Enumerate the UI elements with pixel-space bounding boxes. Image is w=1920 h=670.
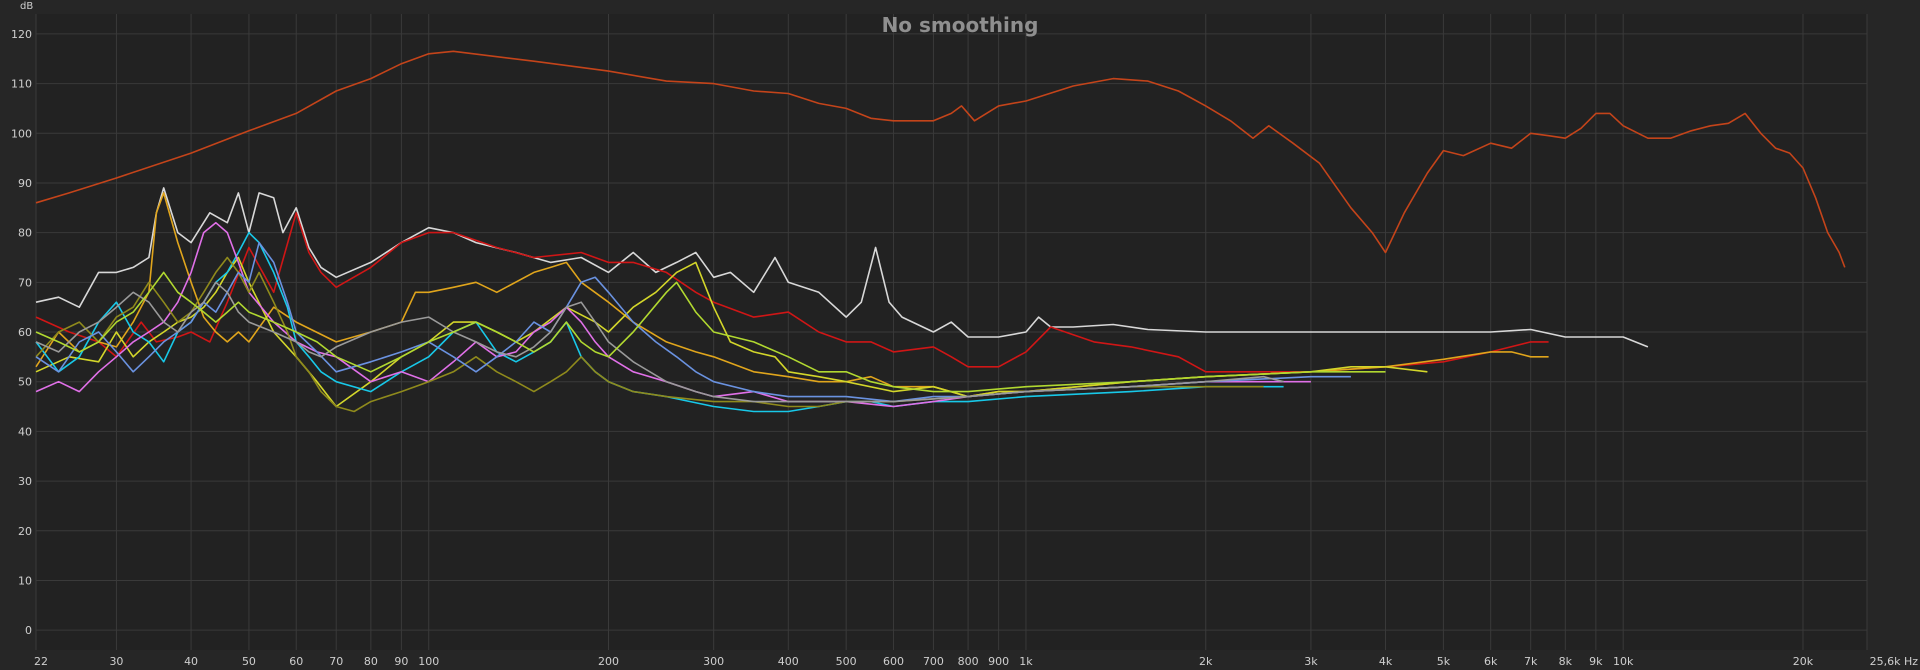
x-tick-label: 80 — [364, 655, 378, 668]
y-tick-label: 20 — [18, 525, 32, 538]
x-tick-label: 500 — [836, 655, 857, 668]
series-line-11 — [35, 271, 1386, 393]
x-tick-label: 900 — [988, 655, 1009, 668]
y-tick-label: 90 — [18, 177, 32, 190]
x-tick-label: 3k — [1304, 655, 1318, 668]
series-line-10 — [35, 281, 1284, 403]
y-tick-label: 110 — [11, 78, 32, 91]
x-tick-label: 1k — [1019, 655, 1033, 668]
x-tick-label: 70 — [329, 655, 343, 668]
x-tick-label: 700 — [923, 655, 944, 668]
series-line-9 — [35, 241, 1351, 403]
series-lines — [35, 50, 1846, 413]
x-tick-label: 90 — [394, 655, 408, 668]
y-axis-unit: dB — [20, 1, 33, 12]
x-tick-label: 22 — [34, 655, 48, 668]
x-tick-label: 400 — [778, 655, 799, 668]
chart-title: No smoothing — [882, 13, 1039, 37]
series-line-8 — [35, 256, 1264, 413]
y-tick-label: 120 — [11, 28, 32, 41]
x-tick-label: 8k — [1559, 655, 1573, 668]
x-tick-label: 9k — [1589, 655, 1603, 668]
series-line-7 — [35, 221, 1311, 408]
y-tick-label: 70 — [18, 276, 32, 289]
x-tick-label: 600 — [883, 655, 904, 668]
series-line-1 — [35, 50, 1846, 268]
x-tick-label: 300 — [703, 655, 724, 668]
y-tick-label: 60 — [18, 326, 32, 339]
x-tick-label: 6k — [1484, 655, 1498, 668]
y-tick-label: 10 — [18, 574, 32, 587]
x-tick-label: 20k — [1793, 655, 1814, 668]
x-tick-label: 2k — [1199, 655, 1213, 668]
y-tick-label: 100 — [11, 127, 32, 140]
y-tick-label: 0 — [25, 624, 32, 637]
y-tick-label: 30 — [18, 475, 32, 488]
y-tick-label: 40 — [18, 425, 32, 438]
y-tick-label: 80 — [18, 227, 32, 240]
series-line-2 — [35, 187, 1649, 348]
x-tick-label: 40 — [184, 655, 198, 668]
x-tick-label: 4k — [1379, 655, 1393, 668]
x-tick-label: 50 — [242, 655, 256, 668]
series-line-3 — [35, 212, 1549, 373]
x-tick-label: 10k — [1613, 655, 1634, 668]
x-tick-label: 5k — [1437, 655, 1451, 668]
x-tick-label: 25,6k Hz — [1870, 655, 1919, 668]
x-tick-label: 7k — [1524, 655, 1538, 668]
x-axis-ticks: 22 30 40 50 60 70 80 90 100 200 300 400 500 600 700 800… — [34, 655, 1918, 668]
x-tick-label: 60 — [289, 655, 303, 668]
x-tick-label: 200 — [598, 655, 619, 668]
x-tick-label: 100 — [418, 655, 439, 668]
y-tick-label: 50 — [18, 376, 32, 389]
x-tick-label: 30 — [109, 655, 123, 668]
x-tick-label: 800 — [958, 655, 979, 668]
grid-lines — [35, 14, 1868, 650]
